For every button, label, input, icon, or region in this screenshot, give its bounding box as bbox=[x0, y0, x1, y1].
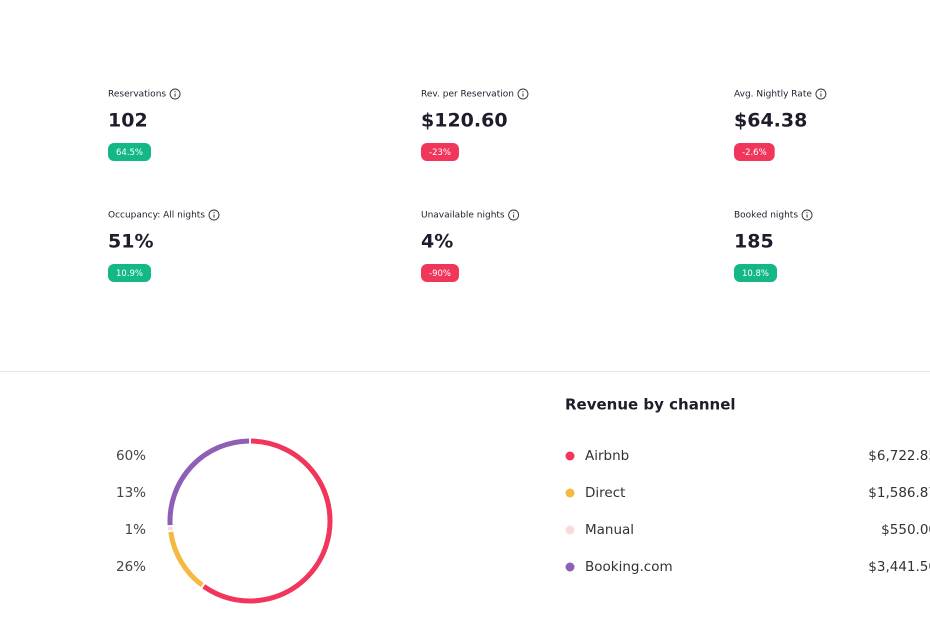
kpi-label: Avg. Nightly Rate bbox=[734, 90, 812, 100]
kpi-label: Reservations bbox=[108, 90, 166, 100]
info-icon bbox=[169, 88, 181, 100]
info-icon bbox=[508, 209, 520, 221]
badge-text: 10.8% bbox=[742, 269, 769, 279]
kpi-label: Occupancy: All nights bbox=[108, 211, 205, 221]
percent-label: 1% bbox=[125, 522, 147, 538]
badge-bg bbox=[108, 143, 152, 161]
donut-segment bbox=[167, 438, 250, 526]
legend-dot bbox=[565, 451, 575, 461]
percent-label: 13% bbox=[116, 485, 146, 501]
kpi-value: 4% bbox=[421, 231, 453, 253]
badge-text: -2.6% bbox=[742, 148, 767, 158]
kpi-badge: 64.5% bbox=[108, 143, 152, 161]
info-icon bbox=[801, 209, 813, 221]
kpi-value: $64.38 bbox=[734, 110, 807, 132]
info-icon-dot bbox=[513, 212, 515, 214]
badge-bg bbox=[734, 264, 778, 282]
legend-label: Airbnb bbox=[585, 448, 629, 464]
legend-dot bbox=[565, 525, 575, 535]
kpi-badge: -90% bbox=[421, 264, 459, 282]
kpi-value: 185 bbox=[734, 231, 774, 253]
donut-segment bbox=[202, 438, 333, 604]
info-icon-dot bbox=[820, 91, 822, 93]
badge-bg bbox=[421, 143, 459, 161]
kpi-label: Rev. per Reservation bbox=[421, 90, 514, 100]
badge-text: -90% bbox=[429, 269, 451, 279]
percent-label: 60% bbox=[116, 448, 146, 464]
badge-text: -23% bbox=[429, 148, 451, 158]
badge-text: 10.9% bbox=[116, 269, 143, 279]
kpi-value: 102 bbox=[108, 110, 148, 132]
revenue-label: $6,722.85 bbox=[868, 448, 930, 464]
kpi-value: 51% bbox=[108, 231, 153, 253]
chart-title: Revenue by channel bbox=[565, 396, 736, 414]
badge-text: 64.5% bbox=[116, 148, 143, 158]
kpi-label: Unavailable nights bbox=[421, 211, 505, 221]
info-icon bbox=[815, 88, 827, 100]
legend-label: Booking.com bbox=[585, 559, 673, 575]
kpi-value: $120.60 bbox=[421, 110, 508, 132]
legend-dot bbox=[565, 488, 575, 498]
legend-dot bbox=[565, 562, 575, 572]
info-icon bbox=[208, 209, 220, 221]
kpi-badge: 10.9% bbox=[108, 264, 152, 282]
kpi-label: Booked nights bbox=[734, 211, 798, 221]
info-icon-dot bbox=[174, 91, 176, 93]
revenue-label: $3,441.50 bbox=[868, 559, 930, 575]
badge-bg bbox=[421, 264, 459, 282]
badge-bg bbox=[108, 264, 152, 282]
info-icon-dot bbox=[806, 212, 808, 214]
legend-label: Manual bbox=[585, 522, 634, 538]
revenue-label: $1,586.87 bbox=[868, 485, 930, 501]
info-icon-dot bbox=[522, 91, 524, 93]
revenue-label: $550.00 bbox=[881, 522, 930, 538]
percent-label: 26% bbox=[116, 559, 146, 575]
legend-label: Direct bbox=[585, 485, 625, 501]
kpi-badge: -2.6% bbox=[734, 143, 775, 161]
info-icon-dot bbox=[213, 212, 215, 214]
kpi-badge: 10.8% bbox=[734, 264, 778, 282]
kpi-badge: -23% bbox=[421, 143, 459, 161]
info-icon bbox=[517, 88, 529, 100]
badge-bg bbox=[734, 143, 775, 161]
donut-segment bbox=[168, 531, 204, 588]
